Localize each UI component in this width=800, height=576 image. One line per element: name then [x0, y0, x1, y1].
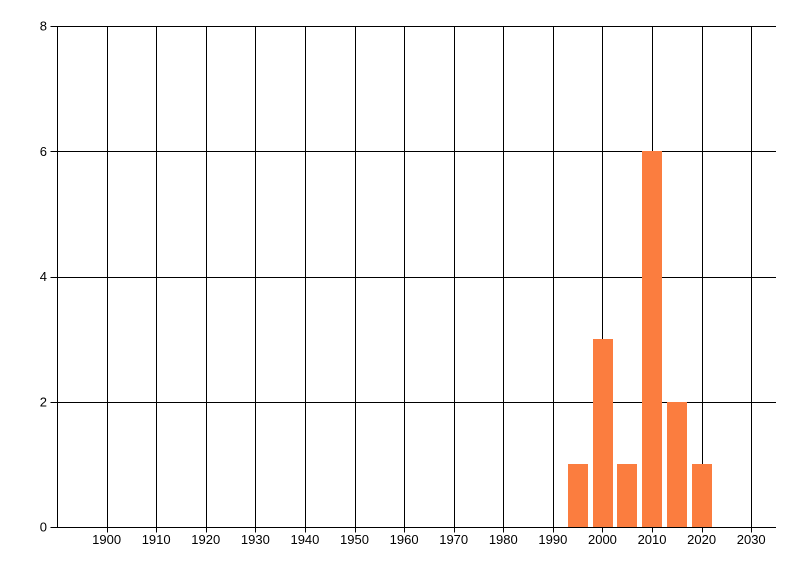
y-tick-label: 8: [40, 19, 47, 34]
y-tick-label: 2: [40, 394, 47, 409]
x-tick-label: 1990: [538, 532, 567, 547]
bar: [617, 464, 637, 527]
x-tick-label: 2000: [588, 532, 617, 547]
y-tick-label: 0: [40, 520, 47, 535]
x-tick-label: 1900: [92, 532, 121, 547]
x-tick-label: 1970: [439, 532, 468, 547]
x-tick-label: 1940: [290, 532, 319, 547]
bar: [642, 151, 662, 527]
x-tick-label: 1920: [191, 532, 220, 547]
x-tick-label: 2010: [638, 532, 667, 547]
x-tick-label: 2020: [687, 532, 716, 547]
x-tick-label: 1930: [241, 532, 270, 547]
x-tick-label: 1960: [390, 532, 419, 547]
x-tick-label: 1980: [489, 532, 518, 547]
x-tick-label: 1910: [142, 532, 171, 547]
y-tick-label: 6: [40, 144, 47, 159]
bar: [667, 402, 687, 527]
x-tick-label: 1950: [340, 532, 369, 547]
bar: [568, 464, 588, 527]
bar: [692, 464, 712, 527]
x-tick-label: 2030: [737, 532, 766, 547]
bar: [593, 339, 613, 527]
y-tick-label: 4: [40, 269, 47, 284]
